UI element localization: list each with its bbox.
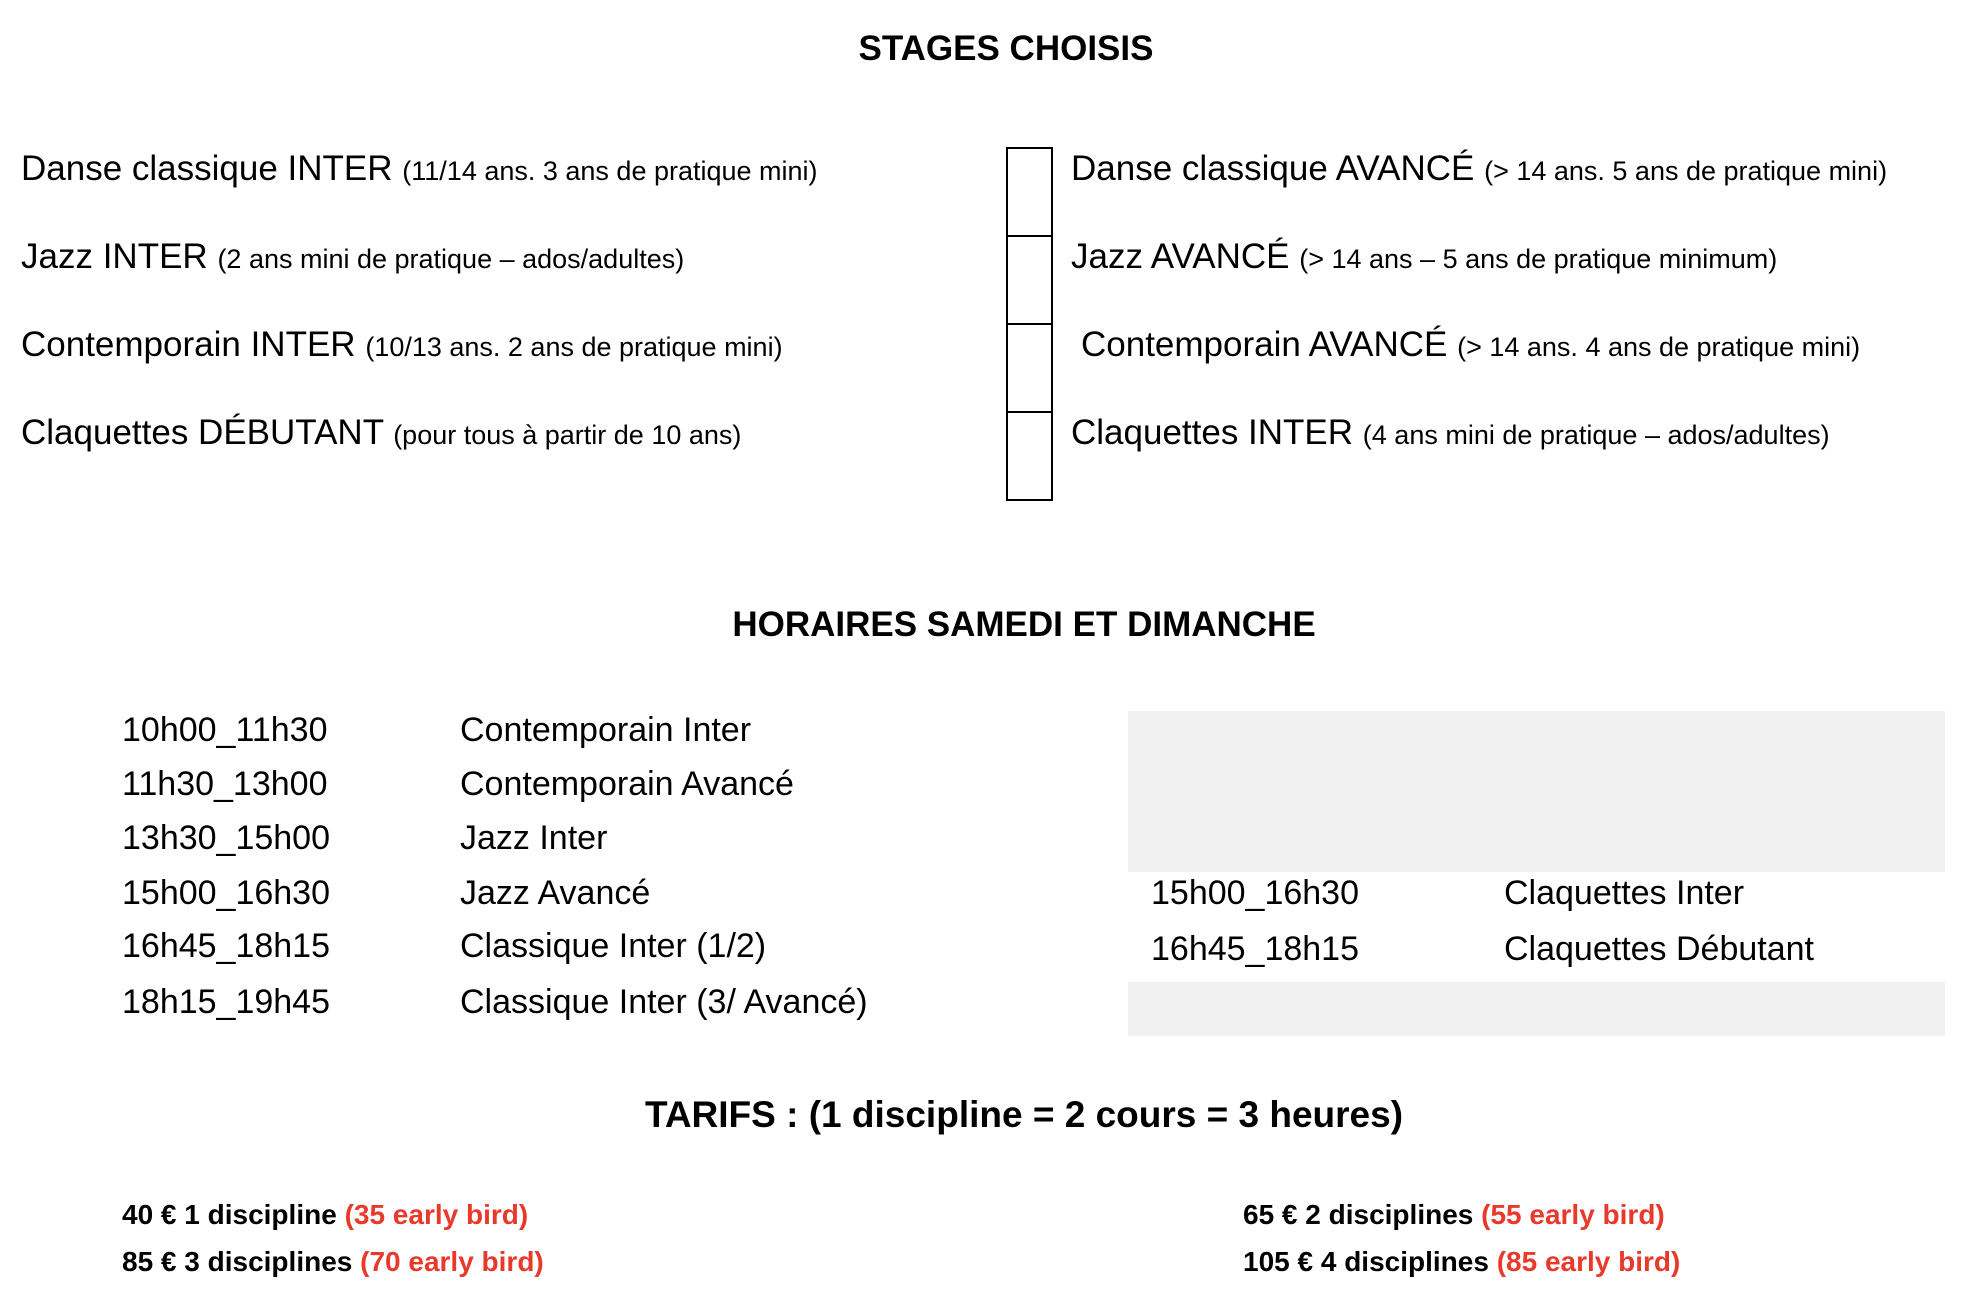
early-bird-price: (70 early bird) [360,1246,544,1277]
stage-note: (2 ans mini de pratique – ados/adultes) [217,244,685,274]
stage-name: Danse classique INTER [21,149,393,188]
early-bird-price: (85 early bird) [1496,1246,1681,1277]
price-item: 65 € 2 disciplines (55 early bird) [1243,1201,1665,1229]
schedule-course: Contemporain Inter [460,711,752,749]
stage-name: Claquettes DÉBUTANT [21,413,384,452]
stage-left-2: Jazz INTER (2 ans mini de pratique – ado… [21,239,684,274]
early-bird-price: (55 early bird) [1481,1199,1665,1230]
stage-checkbox-3[interactable] [1006,323,1053,411]
stage-left-1: Danse classique INTER (11/14 ans. 3 ans … [21,151,818,186]
schedule-time: 11h30_13h00 [122,765,328,803]
price-label: 105 € 4 disciplines [1243,1246,1489,1277]
stage-checkbox-2[interactable] [1006,235,1053,323]
gray-block-bottom [1128,982,1945,1036]
stage-right-3: Contemporain AVANCÉ (> 14 ans. 4 ans de … [1081,327,1860,362]
stage-name: Jazz INTER [21,237,208,276]
schedule-time: 13h30_15h00 [122,819,331,857]
stage-name: Contemporain INTER [21,325,356,364]
stage-right-4: Claquettes INTER (4 ans mini de pratique… [1071,415,1830,450]
stage-left-4: Claquettes DÉBUTANT (pour tous à partir … [21,415,741,450]
price-label: 85 € 3 disciplines [122,1246,353,1277]
horaires-title: HORAIRES SAMEDI ET DIMANCHE [732,605,1316,644]
schedule-course: Classique Inter (3/ Avancé) [460,983,868,1021]
stage-note: (10/13 ans. 2 ans de pratique mini) [365,332,783,362]
schedule-course: Jazz Avancé [460,874,651,912]
stage-checkbox-1[interactable] [1006,147,1053,235]
stage-right-2: Jazz AVANCÉ (> 14 ans – 5 ans de pratiqu… [1071,239,1777,274]
price-label: 65 € 2 disciplines [1243,1199,1474,1230]
schedule-time: 10h00_11h30 [122,711,328,749]
stage-name: Danse classique AVANCÉ [1071,149,1475,188]
schedule-course: Jazz Inter [460,819,608,857]
stage-left-3: Contemporain INTER (10/13 ans. 2 ans de … [21,327,783,362]
schedule-course: Classique Inter (1/2) [460,927,767,965]
price-label: 40 € 1 discipline [122,1199,337,1230]
stage-name: Jazz AVANCÉ [1071,237,1290,276]
stages-title: STAGES CHOISIS [858,29,1154,68]
schedule-time: 15h00_16h30 [122,874,331,912]
stage-checkbox-4[interactable] [1006,411,1053,501]
price-item: 40 € 1 discipline (35 early bird) [122,1201,528,1229]
schedule-time: 16h45_18h15 [122,927,331,965]
schedule-course: Contemporain Avancé [460,765,794,803]
stage-note: (> 14 ans. 4 ans de pratique mini) [1457,332,1861,362]
stage-note: (4 ans mini de pratique – ados/adultes) [1362,420,1830,450]
schedule-course: Claquettes Inter [1504,874,1745,912]
stage-right-1: Danse classique AVANCÉ (> 14 ans. 5 ans … [1071,151,1887,186]
schedule-time: 15h00_16h30 [1151,874,1360,912]
stage-note: (> 14 ans – 5 ans de pratique minimum) [1299,244,1778,274]
schedule-time: 16h45_18h15 [1151,930,1360,968]
gray-block-top [1128,711,1945,872]
stage-name: Contemporain AVANCÉ [1081,325,1448,364]
stage-note: (pour tous à partir de 10 ans) [393,420,742,450]
price-item: 105 € 4 disciplines (85 early bird) [1243,1248,1680,1276]
stage-name: Claquettes INTER [1071,413,1354,452]
early-bird-price: (35 early bird) [344,1199,529,1230]
schedule-time: 18h15_19h45 [122,983,331,1021]
schedule-course: Claquettes Débutant [1504,930,1814,968]
stage-note: (> 14 ans. 5 ans de pratique mini) [1484,156,1888,186]
tarifs-title: TARIFS : (1 discipline = 2 cours = 3 heu… [644,1094,1404,1135]
stage-note: (11/14 ans. 3 ans de pratique mini) [402,156,818,186]
price-item: 85 € 3 disciplines (70 early bird) [122,1248,544,1276]
